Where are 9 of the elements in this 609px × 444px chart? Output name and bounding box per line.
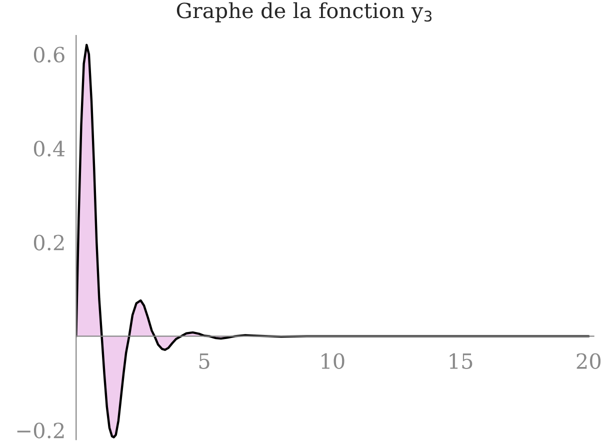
y-tick-label: 0.2 bbox=[34, 234, 64, 250]
x-tick-label: 15 bbox=[450, 353, 472, 369]
y-tick-label: 0.6 bbox=[34, 46, 64, 63]
x-tick-label: 5 bbox=[199, 354, 210, 369]
x-tick-label: 10 bbox=[322, 353, 344, 369]
y-tick-label: −0.2 bbox=[17, 422, 64, 438]
x-tick-label: 20 bbox=[576, 353, 601, 369]
y-tick-label: 0.4 bbox=[34, 140, 65, 156]
chart-title: Graphe de la fonction y$_{3}$ bbox=[176, 2, 432, 23]
